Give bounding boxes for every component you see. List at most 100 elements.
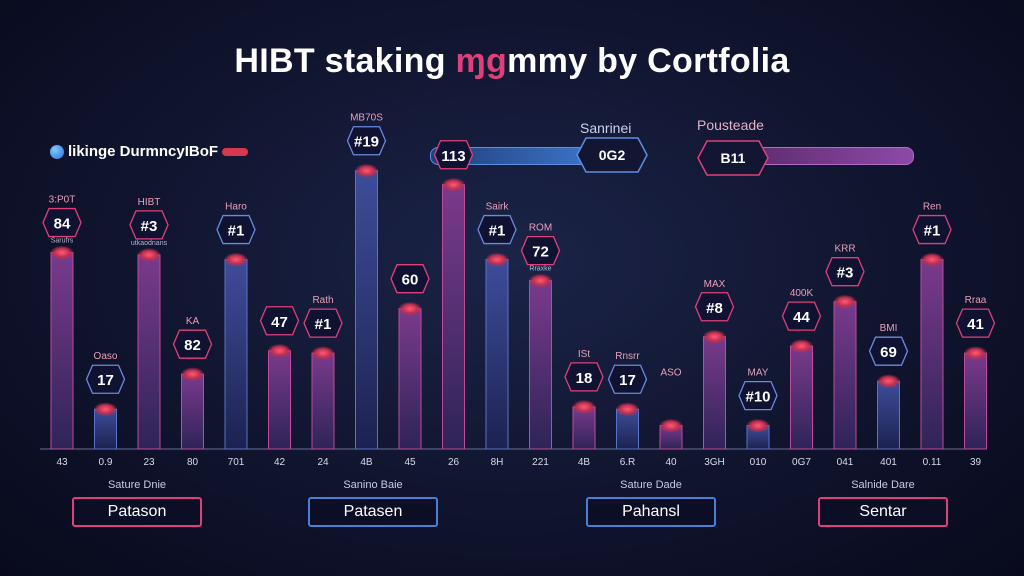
x-tick-label: 24	[317, 457, 329, 468]
data-label: #8	[706, 300, 723, 317]
bar-top-label: Ren	[923, 202, 941, 213]
legend-button-1[interactable]: Patason	[72, 497, 202, 527]
x-tick-label: 45	[404, 457, 416, 468]
bar-cap	[876, 374, 901, 389]
bar[interactable]	[442, 184, 465, 450]
bar-sub-label: utkaodnans	[131, 240, 168, 247]
legend-group-3[interactable]: Sature Dade Pahansl	[586, 479, 716, 527]
legend-button-3[interactable]: Pahansl	[586, 497, 716, 527]
data-label-badge	[955, 308, 996, 338]
bar-top-label: MB70S	[350, 113, 383, 124]
slider-handle-1[interactable]: 0G2	[576, 137, 648, 173]
legend-group-1[interactable]: Sature Dnie Patason	[72, 479, 202, 527]
bar-cap	[224, 252, 248, 267]
x-tick-label: 39	[970, 457, 982, 468]
bar-cap	[267, 343, 292, 358]
data-label: #1	[315, 316, 332, 333]
bar-top-label: Haro	[225, 202, 247, 213]
bar-top-label: Rnsrr	[615, 351, 640, 362]
bar[interactable]	[181, 373, 204, 450]
bar-top-label: MAY	[748, 368, 769, 379]
data-label-badge	[216, 214, 256, 245]
data-label: #3	[141, 218, 158, 235]
data-label-badge	[694, 292, 735, 322]
data-label-badge	[738, 380, 778, 411]
title-accent: ɱɡ	[455, 42, 508, 80]
bar[interactable]	[877, 380, 900, 450]
data-label-badge	[85, 364, 126, 394]
bar[interactable]	[833, 301, 857, 450]
bar-top-label: Sairk	[486, 202, 510, 213]
bar-top-label: 400K	[790, 288, 814, 299]
bar[interactable]	[50, 252, 74, 450]
bar[interactable]	[964, 352, 987, 450]
bar-top-label: ASO	[660, 368, 681, 379]
bar-top-label: Rraa	[965, 295, 987, 306]
bar-sub-label: Sarufrs	[51, 238, 74, 245]
data-label: 17	[97, 372, 114, 389]
x-tick-label: 4B	[360, 457, 373, 468]
data-label-badge	[172, 329, 213, 359]
bar[interactable]	[703, 336, 726, 450]
bar-top-label: KA	[186, 316, 200, 327]
bar[interactable]	[311, 352, 335, 450]
bar-cap	[963, 346, 988, 361]
data-label: 84	[54, 216, 71, 233]
legend-caption-2: Sanino Baie	[343, 479, 403, 491]
logo-icon	[50, 144, 64, 159]
chart-title: HIBT staking ɱɡmmy by Cortfolia	[0, 42, 1024, 81]
bar[interactable]	[485, 259, 509, 450]
x-tick-label: 42	[274, 457, 286, 468]
bar[interactable]	[790, 345, 813, 450]
data-label: 18	[576, 370, 593, 387]
bar[interactable]	[920, 259, 944, 450]
slider-value-2: B11	[720, 150, 746, 166]
bar-cap	[354, 163, 379, 178]
legend-button-4[interactable]: Sentar	[818, 497, 948, 527]
slider-handle-2[interactable]: B11	[697, 140, 769, 176]
legend-caption-3: Sature Dade	[620, 479, 682, 491]
bar-cap	[137, 247, 161, 262]
data-label-badge	[868, 336, 909, 366]
data-label: 82	[184, 337, 201, 354]
x-tick-label: 041	[837, 457, 854, 468]
bar-top-label: KRR	[834, 244, 855, 255]
bar-cap	[615, 402, 640, 417]
x-tick-label: 3GH	[704, 457, 725, 468]
brand-pill-icon	[222, 147, 249, 156]
x-tick-label: 221	[532, 457, 549, 468]
data-label-badge	[564, 362, 604, 392]
bar[interactable]	[398, 308, 422, 450]
data-label: 69	[880, 344, 897, 361]
data-label: 47	[271, 314, 288, 331]
bar-cap	[485, 252, 509, 267]
data-label: #10	[745, 389, 770, 406]
data-label-badge	[607, 364, 648, 394]
bar[interactable]	[137, 254, 161, 450]
data-label: 41	[967, 316, 984, 333]
data-label: 113	[441, 148, 465, 165]
data-label-badge	[520, 235, 561, 266]
data-label-badge	[912, 214, 952, 245]
slider-label-1: Sanrinei	[580, 120, 632, 136]
bar-cap	[93, 402, 118, 417]
data-label: 44	[793, 309, 810, 326]
x-tick-label: 401	[880, 457, 897, 468]
bar[interactable]	[355, 170, 378, 450]
bar-cap	[180, 367, 205, 382]
bar-cap	[789, 339, 814, 354]
x-tick-label: 23	[143, 457, 155, 468]
x-tick-label: 010	[750, 457, 767, 468]
legend-button-2[interactable]: Patasen	[308, 497, 438, 527]
bar[interactable]	[529, 280, 552, 450]
x-tick-label: 26	[448, 457, 460, 468]
title-main: HIBT staking	[234, 42, 456, 80]
data-label-badge	[477, 214, 517, 245]
bar[interactable]	[224, 259, 248, 450]
legend-group-2[interactable]: Sanino Baie Patasen	[308, 479, 438, 527]
data-label: #19	[354, 134, 379, 151]
bar[interactable]	[268, 350, 291, 450]
x-tick-label: 4B	[578, 457, 591, 468]
legend-group-4[interactable]: Salnide Dare Sentar	[818, 479, 948, 527]
